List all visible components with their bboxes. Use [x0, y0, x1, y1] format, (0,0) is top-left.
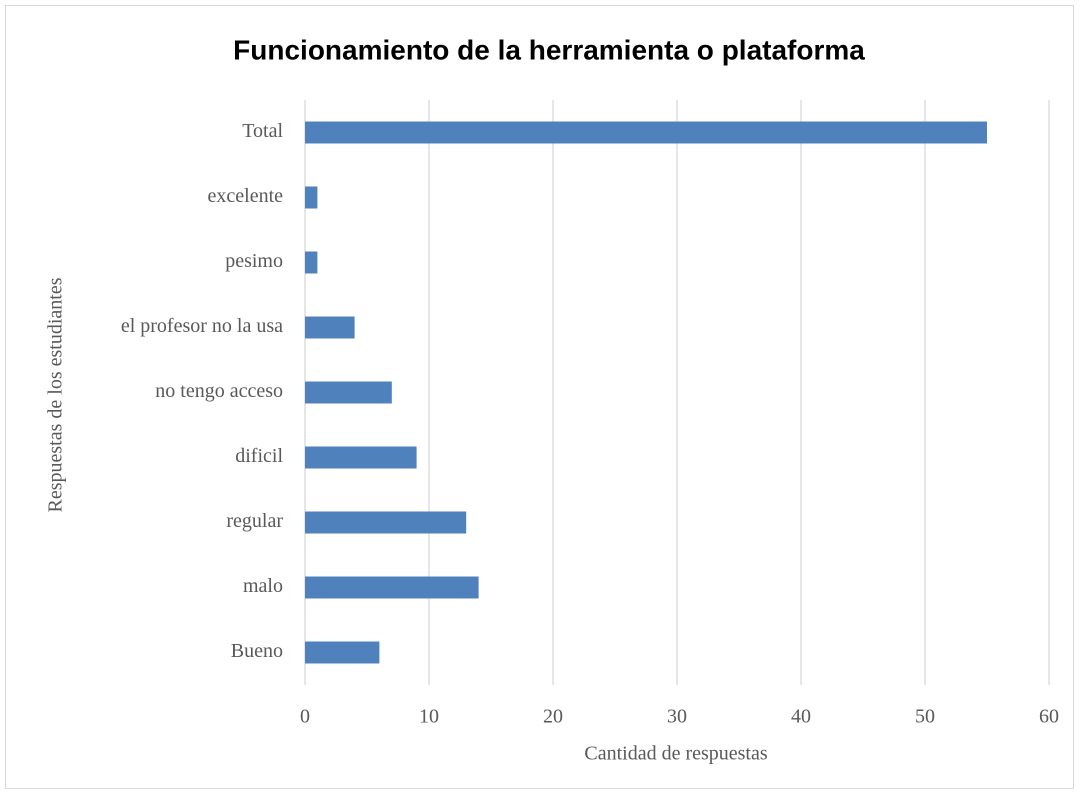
y-tick-label: excelente	[208, 185, 284, 207]
x-tick-label: 50	[915, 706, 935, 728]
y-tick-label: el profesor no la usa	[121, 315, 283, 337]
bar	[305, 316, 355, 339]
x-tick-label: 10	[419, 706, 439, 728]
y-tick-label: malo	[243, 575, 283, 597]
chart-title: Funcionamiento de la herramienta o plata…	[233, 34, 865, 65]
bar	[305, 381, 392, 404]
bar	[305, 251, 318, 274]
x-tick-label: 30	[667, 706, 687, 728]
y-axis-label: Respuestas de los estudiantes	[45, 277, 67, 512]
y-tick-label: Total	[242, 120, 283, 142]
x-axis-label: Cantidad de respuestas	[584, 743, 767, 765]
y-tick-label: dificil	[235, 445, 283, 467]
x-tick-label: 0	[300, 706, 310, 728]
x-tick-label: 40	[791, 706, 811, 728]
y-tick-label: pesimo	[225, 250, 283, 272]
bar	[305, 641, 380, 664]
bar	[305, 186, 318, 209]
bar	[305, 446, 417, 469]
bar	[305, 511, 467, 534]
bar	[305, 576, 479, 599]
x-tick-label: 60	[1039, 706, 1059, 728]
y-tick-label: Bueno	[231, 640, 283, 662]
y-tick-label: regular	[226, 510, 283, 532]
bar	[305, 121, 987, 144]
x-tick-label: 20	[543, 706, 563, 728]
y-tick-label: no tengo acceso	[155, 380, 283, 402]
